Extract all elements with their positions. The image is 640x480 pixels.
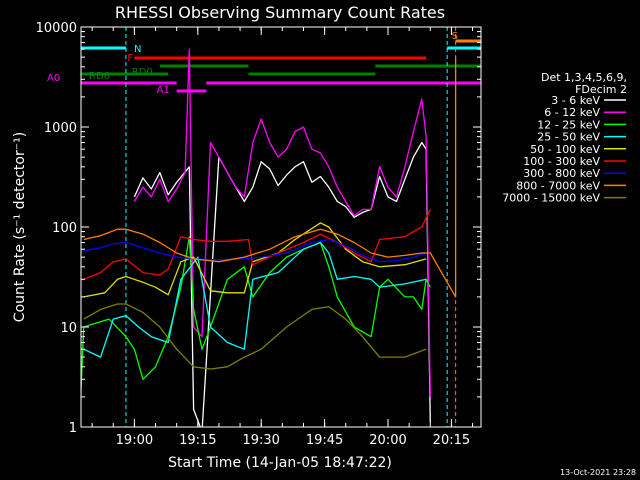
series-line — [83, 222, 427, 298]
y-axis-ticks: 1 10 100 1000 10000 — [36, 21, 481, 436]
series-line — [83, 303, 427, 370]
legend-entry-label: 25 - 50 keV — [537, 131, 600, 144]
x-axis-ticks: 19:00 19:15 19:30 19:45 20:00 20:15 — [91, 27, 474, 448]
legend-header: Det 1,3,4,5,6,9, — [541, 71, 627, 84]
x-tick-label: 19:00 — [116, 433, 153, 448]
flag-label-s: S — [452, 31, 458, 42]
flag-label-rd6: RD6 — [89, 71, 110, 82]
y-tick-label: 10000 — [36, 21, 77, 36]
legend-entry-label: 800 - 7000 keV — [516, 179, 600, 192]
flag-label-a0: A0 — [47, 73, 60, 84]
y-tick-label: 10 — [60, 321, 77, 336]
flag-label-a1: A1 — [157, 85, 170, 96]
flag-label-n: N — [134, 44, 141, 55]
legend-entry-label: 12 - 25 keV — [537, 118, 600, 131]
flag-label-f: F — [127, 53, 133, 64]
series-line — [83, 241, 427, 358]
x-axis-label: Start Time (14-Jan-05 18:47:22) — [168, 455, 392, 471]
x-tick-label: 19:15 — [179, 433, 216, 448]
x-tick-label: 20:00 — [369, 433, 406, 448]
series-line — [133, 48, 431, 397]
legend-entry-label: 6 - 12 keV — [544, 106, 600, 119]
y-tick-label: 1 — [69, 421, 77, 436]
legend-entry-label: 50 - 100 keV — [530, 143, 600, 156]
legend-entry-label: 300 - 800 keV — [523, 167, 600, 180]
series-line — [83, 57, 457, 298]
series-line — [83, 238, 427, 263]
legend-entry-label: 3 - 6 keV — [551, 94, 600, 107]
y-tick-label: 1000 — [44, 121, 77, 136]
series-line — [81, 236, 431, 407]
legend-header: FDecim 2 — [575, 83, 627, 96]
y-tick-label: 100 — [52, 221, 77, 236]
x-tick-label: 19:30 — [242, 433, 279, 448]
footer-timestamp: 13-Oct-2021 23:28 — [560, 468, 636, 477]
y-axis-label: Count Rate (s⁻¹ detector⁻¹) — [12, 132, 28, 322]
series-lines — [81, 48, 457, 427]
legend-entry-label: 100 - 300 keV — [523, 155, 600, 168]
flag-bars — [81, 39, 481, 93]
legend-entry-label: 7000 - 15000 keV — [502, 192, 600, 205]
flag-label-rd0: RD0 — [132, 67, 153, 78]
x-tick-label: 19:45 — [306, 433, 343, 448]
series-line — [133, 141, 431, 427]
x-tick-label: 20:15 — [433, 433, 470, 448]
chart-title: RHESSI Observing Summary Count Rates — [115, 3, 445, 22]
